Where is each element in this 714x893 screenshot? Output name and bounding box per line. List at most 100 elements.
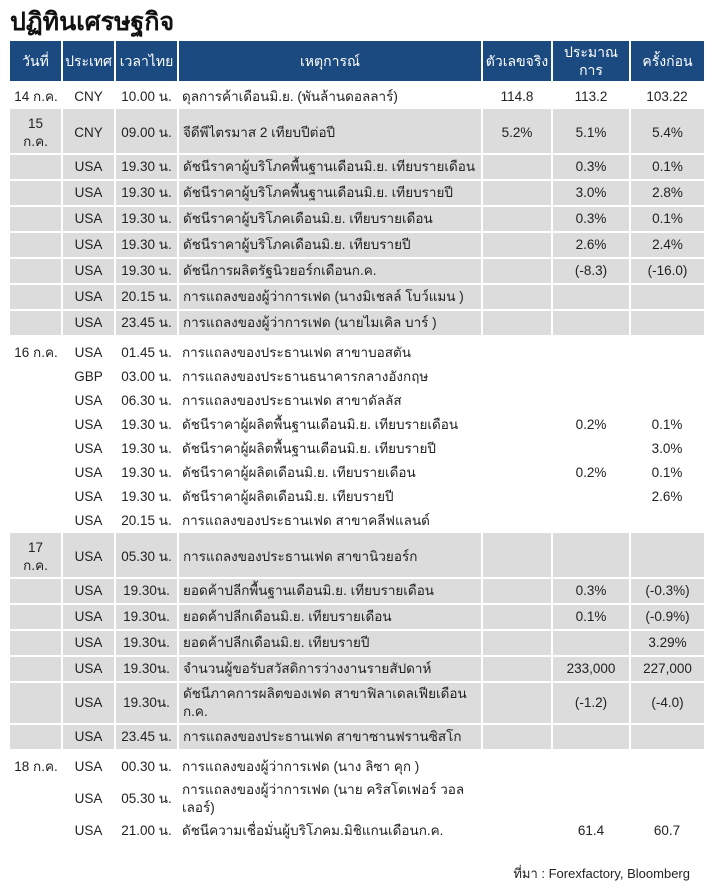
header-date: วันที่ (10, 41, 63, 81)
previous-cell: (-0.3%) (630, 578, 704, 605)
date-cell (10, 819, 62, 843)
table-row: USA 19.30น. ดัชนีภาคการผลิตของเฟด สาขาฟิลา… (10, 682, 704, 725)
actual-cell (482, 437, 552, 461)
economic-calendar-table: วันที่ ประเทศ เวลาไทย เหตุการณ์ ตัวเลขจร… (10, 41, 704, 843)
date-cell (10, 258, 63, 285)
event-cell: ดัชนีราคาผู้บริโภคเดือนมิ.ย. เทียบรายเดื… (178, 206, 483, 233)
forecast-cell: (-8.3) (552, 258, 631, 285)
actual-cell (482, 724, 553, 751)
forecast-cell (552, 630, 631, 657)
date-cell (10, 656, 63, 683)
time-cell: 19.30น. (115, 604, 179, 631)
actual-cell (482, 630, 553, 657)
header-event: เหตุการณ์ (178, 41, 483, 81)
date-cell (10, 724, 63, 751)
previous-cell (630, 533, 704, 579)
table-row: USA 21.00 น. ดัชนีความเชื่อมั่นผู้บริโภคม.… (10, 819, 704, 843)
event-cell: ดัชนีราคาผู้บริโภคพื้นฐานเดือนมิ.ย. เทีย… (178, 180, 483, 207)
previous-cell: 2.4% (630, 232, 704, 259)
actual-cell (482, 656, 553, 683)
previous-cell: 0.1% (630, 206, 704, 233)
previous-cell: (-4.0) (630, 682, 704, 725)
actual-cell (482, 284, 553, 311)
actual-cell (482, 389, 552, 413)
forecast-cell (552, 310, 631, 337)
country-cell: USA (74, 823, 103, 838)
forecast-cell: 233,000 (552, 656, 631, 683)
table-row: USA 19.30 น. ดัชนีราคาผู้บริโภคเดือนมิ.ย. … (10, 206, 704, 233)
date-cell (10, 365, 62, 389)
previous-cell (630, 750, 704, 779)
country-cell: USA (62, 180, 116, 207)
actual-cell (482, 258, 553, 285)
table-header-row: วันที่ ประเทศ เวลาไทย เหตุการณ์ ตัวเลขจร… (10, 41, 704, 81)
previous-cell (630, 779, 704, 819)
event-cell: ดุลการค้าเดือนมิ.ย. (พันล้านดอลลาร์) (182, 89, 398, 104)
event-cell: การแถลงของผู้ว่าการเฟด (นางมิเชลล์ โบว์แ… (178, 284, 483, 311)
actual-cell (482, 413, 552, 437)
country-cell: USA (62, 604, 116, 631)
forecast-cell: 0.1% (552, 604, 631, 631)
previous-cell: 0.1% (651, 417, 683, 432)
previous-cell: 0.1% (651, 465, 683, 480)
country-cell: USA (74, 393, 103, 408)
table-row: USA 23.45 น. การแถลงของผู้ว่าการเฟด (นายไม… (10, 310, 704, 337)
time-cell: 05.30 น. (121, 791, 172, 806)
actual-cell (482, 232, 553, 259)
actual-cell (482, 461, 552, 485)
actual-cell: 5.2% (482, 109, 553, 155)
table-row: USA 19.30 น. ดัชนีราคาผู้บริโภคเดือนมิ.ย. … (10, 232, 704, 259)
previous-cell (630, 365, 704, 389)
event-cell: จำนวนผู้ขอรับสวัสดิการว่างงานรายสัปดาห์ (178, 656, 483, 683)
actual-cell (482, 336, 552, 365)
country-cell: USA (62, 232, 116, 259)
event-cell: ยอดค้าปลีกพื้นฐานเดือนมิ.ย. เทียบรายเดือ… (178, 578, 483, 605)
country-cell: USA (62, 258, 116, 285)
time-cell: 20.15 น. (115, 284, 179, 311)
event-cell: ยอดค้าปลีกเดือนมิ.ย. เทียบรายเดือน (178, 604, 483, 631)
country-cell: GBP (74, 369, 103, 384)
forecast-cell: 113.2 (574, 89, 608, 104)
date-cell (10, 284, 63, 311)
forecast-cell: 0.2% (575, 417, 607, 432)
previous-cell (630, 336, 704, 365)
previous-cell (630, 310, 704, 337)
previous-cell: (-16.0) (630, 258, 704, 285)
date-cell (10, 604, 63, 631)
previous-cell: 3.29% (630, 630, 704, 657)
date-cell: 14 ก.ค. (14, 89, 58, 104)
time-cell: 23.45 น. (115, 724, 179, 751)
actual-cell (482, 533, 553, 579)
previous-cell (630, 389, 704, 413)
date-cell (10, 437, 62, 461)
time-cell: 19.30 น. (121, 441, 172, 456)
actual-cell (482, 578, 553, 605)
date-cell: 16 ก.ค. (14, 345, 58, 360)
actual-cell (482, 509, 552, 533)
forecast-cell: 0.3% (552, 154, 631, 181)
table-row: GBP 03.00 น. การแถลงของประธานธนาคารกลางอัง… (10, 365, 704, 389)
date-cell (10, 310, 63, 337)
event-cell: การแถลงของประธานเฟด สาขาบอสตัน (182, 345, 412, 360)
country-cell: USA (74, 489, 103, 504)
country-cell: CNY (62, 109, 116, 155)
time-cell: 19.30 น. (115, 180, 179, 207)
forecast-cell (552, 509, 630, 533)
date-cell (10, 461, 62, 485)
actual-cell (482, 365, 552, 389)
time-cell: 00.30 น. (121, 759, 172, 774)
previous-cell: 60.7 (653, 823, 681, 838)
table-row: USA 19.30น. จำนวนผู้ขอรับสวัสดิการว่างงานร… (10, 656, 704, 683)
time-cell: 19.30น. (115, 656, 179, 683)
date-cell (10, 232, 63, 259)
table-row: 16 ก.ค. USA 01.45 น. การแถลงของประธานเฟด สา… (10, 336, 704, 365)
time-cell: 21.00 น. (121, 823, 172, 838)
actual-cell (482, 750, 552, 779)
event-cell: การแถลงของประธานเฟด สาขาคลีฟแลนด์ (182, 513, 430, 528)
date-cell: 18 ก.ค. (14, 759, 58, 774)
country-cell: USA (62, 656, 116, 683)
country-cell: USA (74, 465, 103, 480)
time-cell: 06.30 น. (121, 393, 172, 408)
table-row: USA 19.30น. ยอดค้าปลีกเดือนมิ.ย. เทียบรายเ… (10, 604, 704, 631)
previous-cell: 2.6% (651, 489, 683, 504)
